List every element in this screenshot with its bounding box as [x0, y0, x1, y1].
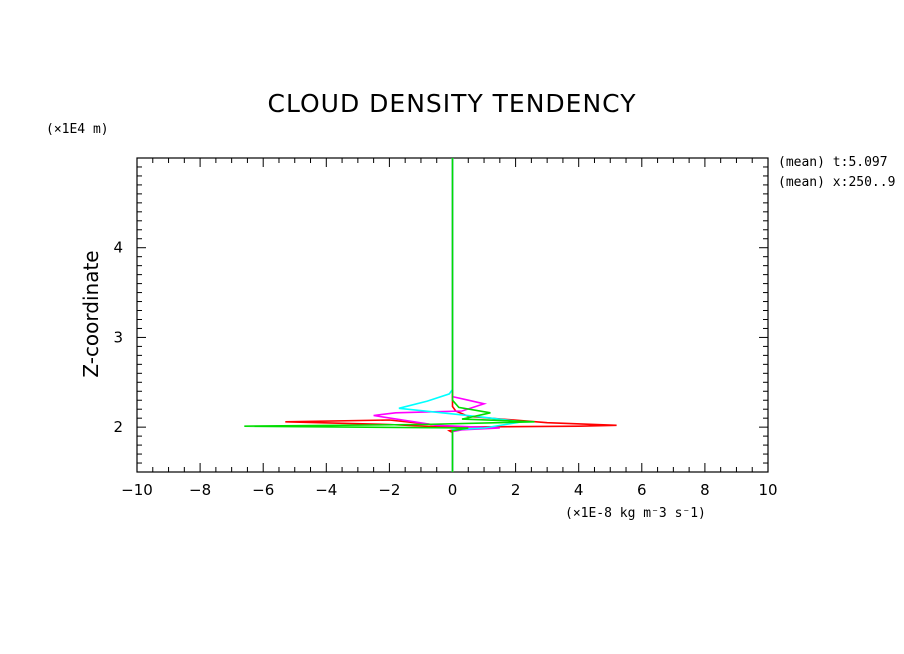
chart-title: CLOUD DENSITY TENDENCY — [268, 89, 637, 118]
y-tick-label: 2 — [113, 418, 123, 436]
x-tick-label: −10 — [121, 481, 153, 499]
data-series — [244, 158, 617, 472]
annotation-mean-x: (mean) x:250..9 — [778, 175, 895, 190]
x-tick-label: −4 — [315, 481, 337, 499]
x-tick-label: −2 — [378, 481, 400, 499]
axis-tick-labels: −10 −8 −6 −4 −2 0 2 4 6 8 10 2 3 4 — [113, 239, 777, 499]
y-axis-label: Z-coordinate — [79, 250, 103, 377]
x-tick-label: 10 — [758, 481, 777, 499]
y-tick-label: 4 — [113, 239, 123, 257]
x-tick-label: 4 — [574, 481, 584, 499]
x-tick-label: 0 — [448, 481, 458, 499]
x-tick-label: −6 — [252, 481, 274, 499]
x-tick-label: 8 — [700, 481, 710, 499]
annotation-mean-t: (mean) t:5.097 — [778, 155, 888, 170]
x-tick-label: −8 — [189, 481, 211, 499]
x-tick-label: 2 — [511, 481, 521, 499]
series-line-4 — [244, 158, 535, 472]
y-axis-unit: (×1E4 m) — [46, 122, 109, 137]
y-tick-label: 3 — [113, 328, 123, 346]
x-axis-label: (×1E-8 kg m⁻3 s⁻1) — [565, 506, 706, 521]
x-tick-label: 6 — [637, 481, 647, 499]
